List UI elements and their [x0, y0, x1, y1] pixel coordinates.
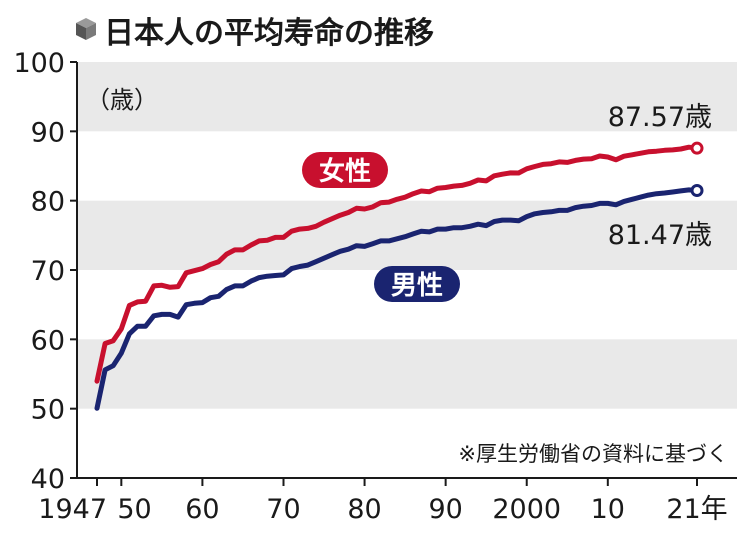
y-tick-label-60: 60 — [31, 325, 65, 356]
x-tick-label-1950: 50 — [117, 494, 151, 525]
y-tick-label-40: 40 — [31, 464, 65, 495]
x-tick-label-2010: 10 — [591, 494, 625, 525]
chart-title: 日本人の平均寿命の推移 — [104, 16, 434, 51]
source-note: ※厚生労働省の資料に基づく — [458, 442, 728, 466]
series-endpoint-male — [690, 183, 704, 197]
male-end-label: 81.47歳 — [608, 220, 712, 251]
y-tick-label-70: 70 — [31, 256, 65, 287]
male-series-name: 男性 — [391, 271, 443, 301]
cube-icon — [76, 18, 96, 40]
x-tick-label-1960: 60 — [185, 494, 219, 525]
series-line-male — [94, 187, 700, 411]
series-line-female — [94, 144, 700, 384]
female-badge: 女性 — [302, 152, 388, 188]
female-series-name: 女性 — [319, 156, 371, 187]
y-tick-label-50: 50 — [31, 395, 65, 426]
x-tick-label-1947: 1947 — [38, 494, 107, 525]
y-axis-ticks: 40 50 60 70 80 90 100 — [13, 48, 77, 495]
grid-band-50-60 — [77, 339, 737, 409]
grid-band-90-100 — [77, 62, 737, 132]
y-tick-label-90: 90 — [31, 117, 65, 148]
x-axis-ticks: 1947 50 60 70 80 90 2000 10 21年 — [38, 478, 728, 525]
y-tick-label-80: 80 — [31, 187, 65, 218]
x-tick-label-1980: 80 — [347, 494, 381, 525]
x-tick-label-2000: 2000 — [492, 494, 561, 525]
x-tick-label-1970: 70 — [266, 494, 300, 525]
series-endpoint-female — [690, 141, 704, 155]
x-tick-label-1990: 90 — [428, 494, 462, 525]
x-tick-label-2021: 21年 — [666, 494, 727, 525]
male-badge: 男性 — [374, 266, 460, 302]
female-end-label: 87.57歳 — [608, 102, 712, 133]
y-tick-label-100: 100 — [13, 48, 65, 79]
series-layer — [94, 141, 704, 411]
title-group: 日本人の平均寿命の推移 — [76, 16, 434, 51]
y-axis-unit: （歳） — [86, 86, 158, 114]
